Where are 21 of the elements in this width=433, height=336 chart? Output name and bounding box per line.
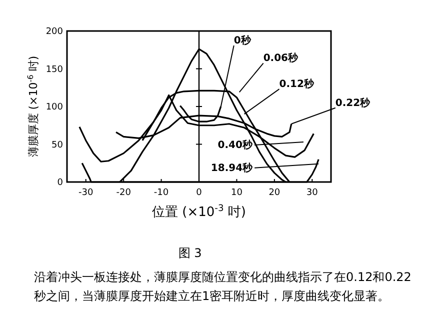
x-tick-label: 0 [196, 188, 202, 198]
annotation: 18.94秒 [210, 162, 254, 174]
annotation: 0.06秒 [263, 52, 300, 64]
annotation: 0.12秒 [279, 78, 315, 90]
x-tick-label: 10 [230, 188, 243, 198]
y-tick-label: 200 [46, 27, 64, 37]
x-tick-label: 20 [268, 188, 280, 198]
x-tick-label: -30 [78, 188, 94, 198]
x-tick-label: 30 [306, 188, 318, 198]
x-tick-label: -20 [116, 188, 132, 198]
annotation: 0秒 [234, 34, 252, 46]
y-tick-label: 0 [57, 178, 64, 188]
x-axis-title: 位置 (×10$^{-3}$ 吋) [152, 204, 246, 220]
annotation: 0.22秒 [335, 96, 372, 109]
caption: 图 3 [178, 246, 202, 260]
y-tick-label: 100 [46, 102, 64, 112]
y-tick-label: 50 [52, 140, 64, 150]
y-tick-label: 150 [46, 64, 64, 75]
annotation: 0.40秒 [218, 138, 254, 151]
x-tick-label: -10 [154, 188, 169, 198]
text: 沿着冲头一板连接处，薄膜厚度随位置变化的曲线指示了在0.12和0.22秒之间，当薄膜厚度开始建立在1密耳附近时，厚度曲线变化显著。 [34, 269, 412, 305]
